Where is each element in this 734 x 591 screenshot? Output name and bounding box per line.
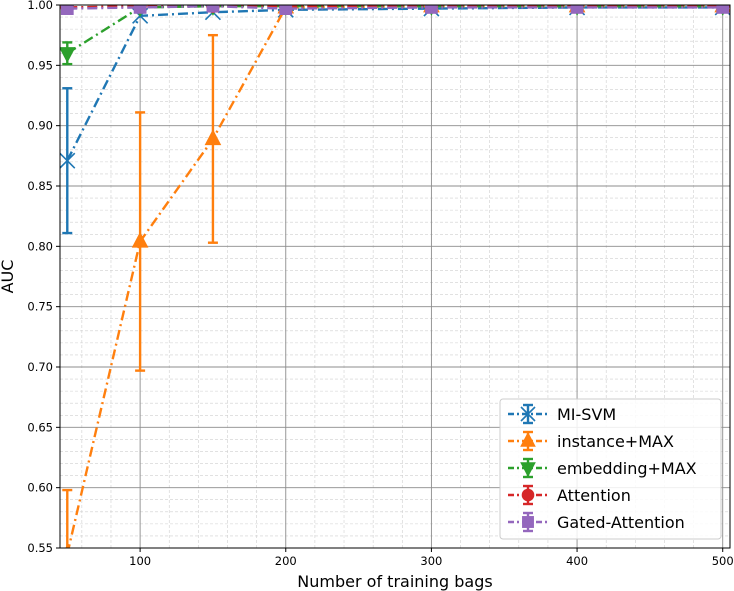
legend-entry-attention: Attention	[508, 484, 631, 506]
x-axis-label: Number of training bags	[297, 572, 492, 591]
y-tick-label: 0.90	[27, 119, 53, 133]
x-tick-label: 200	[275, 554, 297, 568]
series-layer	[60, 5, 730, 548]
series-gated-attention	[60, 5, 730, 15]
data-point-mi-svm	[60, 152, 76, 169]
legend-entry-mi-svm: MI-SVM	[508, 403, 616, 425]
legend-marker-gated-attention	[522, 516, 534, 528]
legend-label-attention: Attention	[557, 486, 631, 505]
y-tick-label: 0.75	[27, 300, 53, 314]
data-point-instance-max	[131, 231, 149, 248]
data-point-gated-attention	[425, 5, 438, 14]
legend-label-mi-svm: MI-SVM	[557, 405, 616, 424]
minor-gridlines	[60, 5, 730, 548]
legend-label-embedding-max: embedding+MAX	[557, 459, 697, 478]
y-tick-label: 0.55	[27, 541, 53, 555]
data-point-gated-attention	[60, 5, 74, 15]
legend-marker-embedding-max	[520, 462, 536, 478]
data-point-instance-max	[204, 129, 222, 146]
data-point-gated-attention	[716, 5, 730, 14]
data-point-gated-attention	[279, 5, 293, 15]
x-tick-label: 100	[129, 554, 151, 568]
legend-marker-instance-max	[520, 431, 536, 447]
legend-box	[499, 398, 722, 540]
axes-frame	[59, 4, 731, 549]
data-point-gated-attention	[570, 5, 584, 14]
legend-entry-gated-attention: Gated-Attention	[508, 511, 685, 533]
legend-label-instance-max: instance+MAX	[557, 432, 674, 451]
y-tick-label: 0.60	[27, 481, 53, 495]
y-tick-label: 0.95	[27, 58, 53, 72]
axis-ticks: 100 200 300 400 500 0.55 0.60 0.65 0.70 0.75 0.80 0…	[27, 0, 733, 568]
y-axis-label: AUC	[0, 260, 17, 294]
legend-marker-mi-svm	[520, 406, 536, 422]
y-tick-label: 0.65	[27, 420, 53, 434]
y-tick-label: 0.85	[27, 179, 53, 193]
y-tick-label: 1.00	[27, 0, 53, 12]
legend-entry-instance-max: instance+MAX	[508, 430, 674, 452]
legend-entry-embedding-max: embedding+MAX	[508, 457, 697, 479]
y-tick-label: 0.70	[27, 360, 53, 374]
legend-label-gated-attention: Gated-Attention	[557, 513, 685, 532]
x-tick-label: 400	[566, 554, 588, 568]
x-tick-label: 500	[712, 554, 734, 568]
x-tick-label: 300	[420, 554, 442, 568]
legend-marker-attention	[521, 488, 535, 502]
data-point-embedding-max	[60, 47, 76, 63]
legend: MI-SVM instance+MAX embedding+MAX Attention…	[499, 398, 722, 540]
y-tick-label: 0.80	[27, 239, 53, 253]
data-point-gated-attention	[133, 5, 147, 14]
data-point-instance-max	[65, 544, 70, 548]
data-point-gated-attention	[206, 5, 220, 13]
